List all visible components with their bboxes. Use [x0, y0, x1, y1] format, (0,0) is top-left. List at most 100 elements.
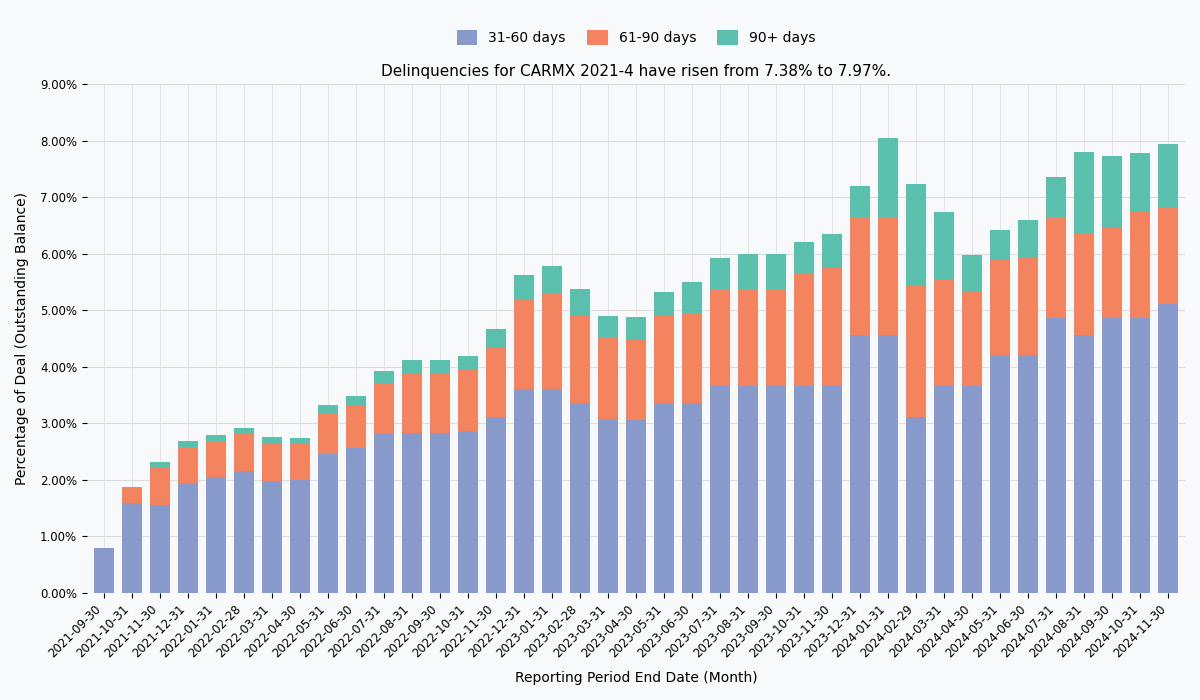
Bar [598, 316, 618, 338]
Bar [458, 431, 478, 592]
Bar [150, 505, 170, 592]
Bar [570, 403, 590, 592]
Bar [121, 503, 142, 592]
Bar [850, 217, 870, 335]
Bar [373, 434, 394, 592]
Bar [289, 480, 310, 592]
Bar [402, 374, 422, 433]
Bar [710, 386, 730, 592]
Bar [1074, 234, 1094, 335]
Bar [1102, 228, 1122, 318]
Bar [373, 384, 394, 434]
Bar [1130, 318, 1151, 592]
Bar [430, 360, 450, 374]
Bar [486, 329, 506, 346]
Bar [178, 484, 198, 592]
Bar [878, 217, 898, 335]
Bar [346, 449, 366, 592]
Bar [1018, 258, 1038, 355]
Bar [1046, 177, 1067, 217]
Bar [205, 435, 226, 442]
Bar [1018, 355, 1038, 592]
Bar [318, 454, 338, 592]
Bar [598, 419, 618, 592]
Bar [822, 234, 842, 267]
Bar [514, 389, 534, 592]
Bar [150, 466, 170, 505]
Bar [262, 444, 282, 481]
Bar [1158, 144, 1178, 207]
Bar [906, 184, 926, 285]
Y-axis label: Percentage of Deal (Outstanding Balance): Percentage of Deal (Outstanding Balance) [16, 192, 29, 485]
Bar [1130, 153, 1151, 212]
Bar [990, 355, 1010, 592]
Bar [962, 386, 982, 592]
Bar [94, 549, 114, 592]
Bar [710, 289, 730, 386]
Bar [373, 371, 394, 384]
Bar [430, 433, 450, 592]
Bar [626, 420, 646, 592]
Bar [990, 230, 1010, 259]
Bar [766, 254, 786, 289]
Bar [1102, 156, 1122, 228]
Bar [150, 462, 170, 466]
Bar [654, 292, 674, 316]
Bar [654, 403, 674, 592]
Bar [990, 259, 1010, 355]
Bar [598, 338, 618, 419]
Bar [486, 346, 506, 417]
Bar [1074, 152, 1094, 234]
Bar [178, 447, 198, 484]
Bar [402, 360, 422, 374]
Bar [654, 316, 674, 403]
Bar [262, 481, 282, 592]
Bar [682, 282, 702, 313]
Bar [878, 138, 898, 217]
Bar [738, 289, 758, 386]
Bar [318, 414, 338, 454]
Bar [346, 406, 366, 449]
Bar [318, 405, 338, 414]
Bar [822, 267, 842, 386]
X-axis label: Reporting Period End Date (Month): Reporting Period End Date (Month) [515, 671, 757, 685]
Bar [234, 428, 254, 434]
Bar [710, 258, 730, 289]
Bar [794, 273, 814, 386]
Bar [1158, 304, 1178, 592]
Legend: 31-60 days, 61-90 days, 90+ days: 31-60 days, 61-90 days, 90+ days [451, 25, 821, 51]
Bar [962, 255, 982, 291]
Title: Delinquencies for CARMX 2021-4 have risen from 7.38% to 7.97%.: Delinquencies for CARMX 2021-4 have rise… [380, 64, 892, 78]
Bar [430, 374, 450, 433]
Bar [289, 438, 310, 443]
Bar [934, 280, 954, 386]
Bar [934, 212, 954, 280]
Bar [738, 254, 758, 289]
Bar [822, 386, 842, 592]
Bar [1158, 207, 1178, 304]
Bar [542, 389, 562, 592]
Bar [570, 288, 590, 316]
Bar [542, 266, 562, 293]
Bar [794, 386, 814, 592]
Bar [234, 434, 254, 471]
Bar [514, 275, 534, 299]
Bar [178, 441, 198, 447]
Bar [514, 299, 534, 389]
Bar [289, 443, 310, 480]
Bar [906, 285, 926, 417]
Bar [542, 293, 562, 389]
Bar [402, 433, 422, 592]
Bar [121, 487, 142, 503]
Bar [205, 477, 226, 592]
Bar [458, 370, 478, 431]
Bar [738, 386, 758, 592]
Bar [766, 386, 786, 592]
Bar [234, 471, 254, 592]
Bar [850, 186, 870, 217]
Bar [1018, 220, 1038, 258]
Bar [766, 289, 786, 386]
Bar [962, 291, 982, 386]
Bar [878, 335, 898, 592]
Bar [626, 340, 646, 420]
